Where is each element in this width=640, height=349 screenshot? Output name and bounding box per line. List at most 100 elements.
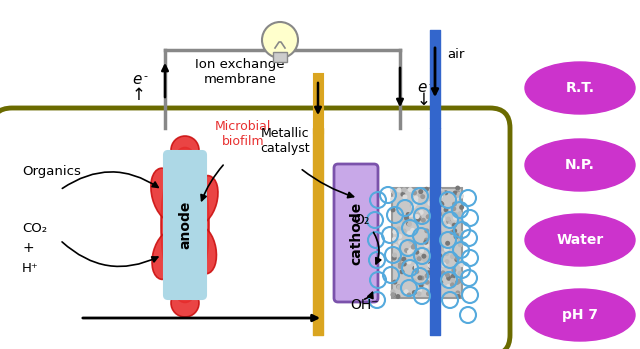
Text: OH⁻: OH⁻ [351, 298, 380, 312]
Circle shape [415, 269, 419, 274]
Text: -: - [428, 79, 432, 89]
Circle shape [401, 192, 405, 197]
Circle shape [437, 253, 442, 258]
Circle shape [419, 275, 424, 281]
Circle shape [414, 250, 419, 255]
Bar [392, 188, 462, 298]
Circle shape [417, 275, 422, 280]
Circle shape [428, 234, 433, 239]
Circle shape [406, 292, 412, 298]
Circle shape [452, 223, 457, 228]
Circle shape [458, 242, 463, 247]
Circle shape [392, 280, 397, 284]
Circle shape [454, 257, 460, 262]
Circle shape [445, 272, 450, 277]
Circle shape [406, 212, 411, 217]
Circle shape [404, 216, 409, 221]
Circle shape [408, 187, 413, 192]
Circle shape [428, 289, 433, 294]
Circle shape [419, 248, 424, 253]
Circle shape [392, 237, 397, 242]
Circle shape [421, 218, 426, 223]
Circle shape [444, 251, 449, 256]
Circle shape [396, 284, 401, 289]
Circle shape [410, 203, 415, 208]
Circle shape [415, 212, 420, 217]
Text: N.P.: N.P. [565, 158, 595, 172]
Circle shape [452, 228, 457, 233]
Circle shape [412, 290, 417, 295]
Circle shape [424, 243, 429, 248]
Circle shape [440, 211, 445, 216]
Circle shape [398, 240, 403, 245]
Circle shape [399, 269, 404, 274]
Circle shape [426, 291, 431, 296]
Circle shape [458, 217, 463, 222]
Circle shape [427, 235, 431, 240]
Circle shape [426, 214, 431, 219]
Circle shape [412, 243, 417, 247]
Circle shape [452, 202, 457, 207]
Circle shape [442, 262, 446, 267]
Circle shape [262, 22, 298, 58]
Circle shape [428, 263, 433, 268]
Circle shape [424, 187, 429, 192]
Circle shape [406, 221, 411, 226]
Circle shape [432, 194, 437, 200]
Circle shape [450, 278, 455, 283]
Circle shape [444, 207, 449, 212]
Circle shape [433, 223, 438, 228]
Text: +: + [22, 241, 34, 255]
Circle shape [414, 265, 419, 270]
Circle shape [433, 262, 438, 267]
Circle shape [406, 259, 412, 265]
Text: cathode: cathode [349, 201, 363, 265]
Circle shape [392, 255, 397, 260]
Circle shape [456, 192, 461, 197]
Circle shape [440, 216, 445, 221]
Circle shape [407, 222, 412, 227]
Ellipse shape [525, 62, 635, 114]
Ellipse shape [525, 289, 635, 341]
Circle shape [440, 270, 445, 275]
Ellipse shape [188, 176, 218, 224]
Circle shape [413, 198, 419, 203]
Circle shape [455, 256, 460, 261]
Circle shape [433, 201, 437, 206]
Circle shape [444, 190, 448, 195]
Circle shape [446, 219, 451, 224]
Circle shape [424, 228, 429, 233]
Bar [273, 52, 287, 62]
Circle shape [390, 292, 396, 297]
Circle shape [457, 213, 462, 218]
Text: Microbial
biofilm: Microbial biofilm [215, 120, 271, 148]
Circle shape [448, 221, 453, 226]
Circle shape [445, 241, 450, 246]
Text: ↑: ↑ [132, 86, 146, 104]
FancyBboxPatch shape [334, 164, 378, 302]
Circle shape [428, 209, 433, 214]
Circle shape [437, 267, 442, 272]
Circle shape [429, 267, 435, 272]
Circle shape [454, 232, 460, 238]
Circle shape [454, 195, 459, 200]
Circle shape [455, 190, 460, 195]
Circle shape [411, 203, 416, 209]
Circle shape [446, 224, 451, 229]
Circle shape [433, 255, 438, 260]
Ellipse shape [171, 289, 199, 317]
Circle shape [402, 187, 407, 192]
Circle shape [410, 228, 415, 233]
Circle shape [396, 294, 401, 299]
Circle shape [425, 280, 429, 285]
Circle shape [454, 234, 459, 239]
Circle shape [460, 262, 464, 267]
Circle shape [439, 246, 444, 251]
Circle shape [426, 270, 431, 275]
Circle shape [409, 247, 413, 252]
Circle shape [458, 211, 463, 216]
Circle shape [407, 249, 412, 254]
Circle shape [456, 294, 461, 299]
Circle shape [394, 229, 399, 234]
Circle shape [391, 292, 396, 297]
